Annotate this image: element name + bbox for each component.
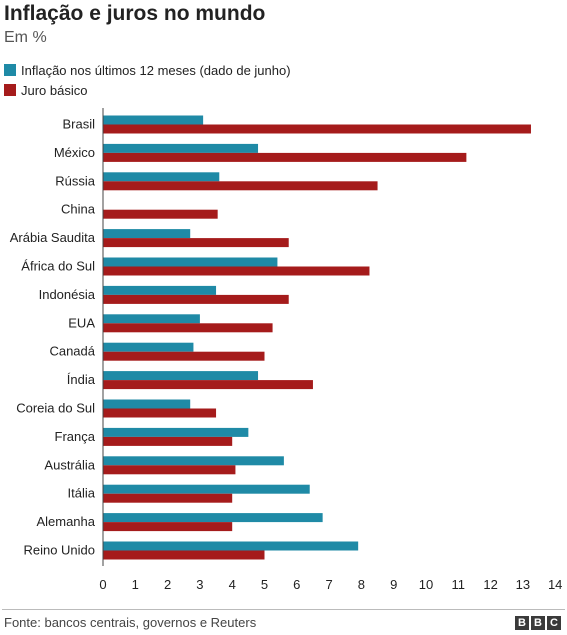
interest-bar (103, 152, 467, 162)
legend-item-interest: Juro básico (4, 80, 291, 100)
category-label: Rússia (55, 173, 96, 188)
source-note: Fonte: bancos centrais, governos e Reute… (4, 615, 257, 630)
x-tick-label: 8 (358, 577, 365, 592)
category-label: Coreia do Sul (16, 401, 95, 416)
inflation-bar (103, 115, 204, 125)
interest-bar (103, 493, 233, 503)
inflation-bar (103, 513, 323, 523)
interest-bar (103, 436, 233, 446)
inflation-bar (103, 484, 310, 494)
category-label: Austrália (44, 457, 95, 472)
inflation-bar (103, 257, 278, 267)
footer-divider (2, 609, 565, 610)
interest-bar (103, 323, 273, 333)
logo-letter: C (547, 616, 561, 630)
inflation-bar (103, 229, 191, 239)
inflation-bar (103, 143, 259, 153)
interest-bar (103, 522, 233, 532)
x-tick-label: 13 (516, 577, 530, 592)
inflation-bar (103, 285, 217, 295)
interest-bar (103, 181, 378, 191)
inflation-bar (103, 456, 284, 466)
inflation-bar (103, 399, 191, 409)
category-label: Arábia Saudita (10, 230, 96, 245)
legend-label-interest: Juro básico (21, 82, 88, 98)
interest-bar (103, 266, 370, 276)
x-tick-label: 2 (164, 577, 171, 592)
legend: Inflação nos últimos 12 meses (dado de j… (4, 60, 291, 100)
x-tick-label: 4 (229, 577, 236, 592)
inflation-bar (103, 172, 220, 182)
x-tick-label: 10 (419, 577, 433, 592)
x-tick-label: 3 (196, 577, 203, 592)
inflation-bar (103, 427, 249, 437)
x-tick-label: 11 (452, 577, 466, 592)
interest-bar (103, 294, 289, 304)
interest-bar (103, 408, 217, 418)
interest-bar (103, 209, 218, 219)
interest-bar (103, 380, 313, 390)
category-label: Índia (67, 372, 96, 387)
logo-letter: B (531, 616, 545, 630)
category-label: Itália (68, 486, 96, 501)
inflation-bar (103, 371, 259, 381)
interest-bar (103, 465, 236, 475)
x-tick-label: 6 (293, 577, 300, 592)
category-label: África do Sul (21, 259, 95, 274)
category-label: Canadá (49, 344, 95, 359)
x-tick-label: 9 (390, 577, 397, 592)
interest-bar (103, 351, 265, 361)
bbc-logo: B B C (515, 616, 561, 630)
inflation-bar (103, 314, 200, 324)
category-label: México (54, 145, 95, 160)
legend-item-inflation: Inflação nos últimos 12 meses (dado de j… (4, 60, 291, 80)
legend-label-inflation: Inflação nos últimos 12 meses (dado de j… (21, 62, 291, 78)
x-tick-label: 14 (548, 577, 562, 592)
category-label: Brasil (62, 117, 95, 132)
chart-title: Inflação e juros no mundo (4, 2, 266, 25)
x-tick-label: 1 (132, 577, 139, 592)
category-label: China (61, 202, 96, 217)
interest-bar (103, 550, 265, 560)
x-tick-label: 0 (99, 577, 106, 592)
interest-bar (103, 124, 531, 134)
chart-subtitle: Em % (4, 29, 47, 46)
bar-chart: Brasil México Rússia China Arábia Saudita Áfr… (10, 108, 562, 592)
category-label: França (55, 429, 96, 444)
x-tick-label: 7 (325, 577, 332, 592)
category-label: Indonésia (39, 287, 96, 302)
inflation-bar (103, 342, 194, 352)
x-tick-label: 5 (261, 577, 268, 592)
logo-letter: B (515, 616, 529, 630)
category-label: Reino Unido (23, 543, 95, 558)
category-label: Alemanha (36, 514, 95, 529)
category-label: EUA (68, 315, 95, 330)
legend-swatch-inflation (4, 64, 16, 76)
x-tick-label: 12 (483, 577, 497, 592)
legend-swatch-interest (4, 84, 16, 96)
inflation-bar (103, 541, 359, 551)
interest-bar (103, 238, 289, 248)
